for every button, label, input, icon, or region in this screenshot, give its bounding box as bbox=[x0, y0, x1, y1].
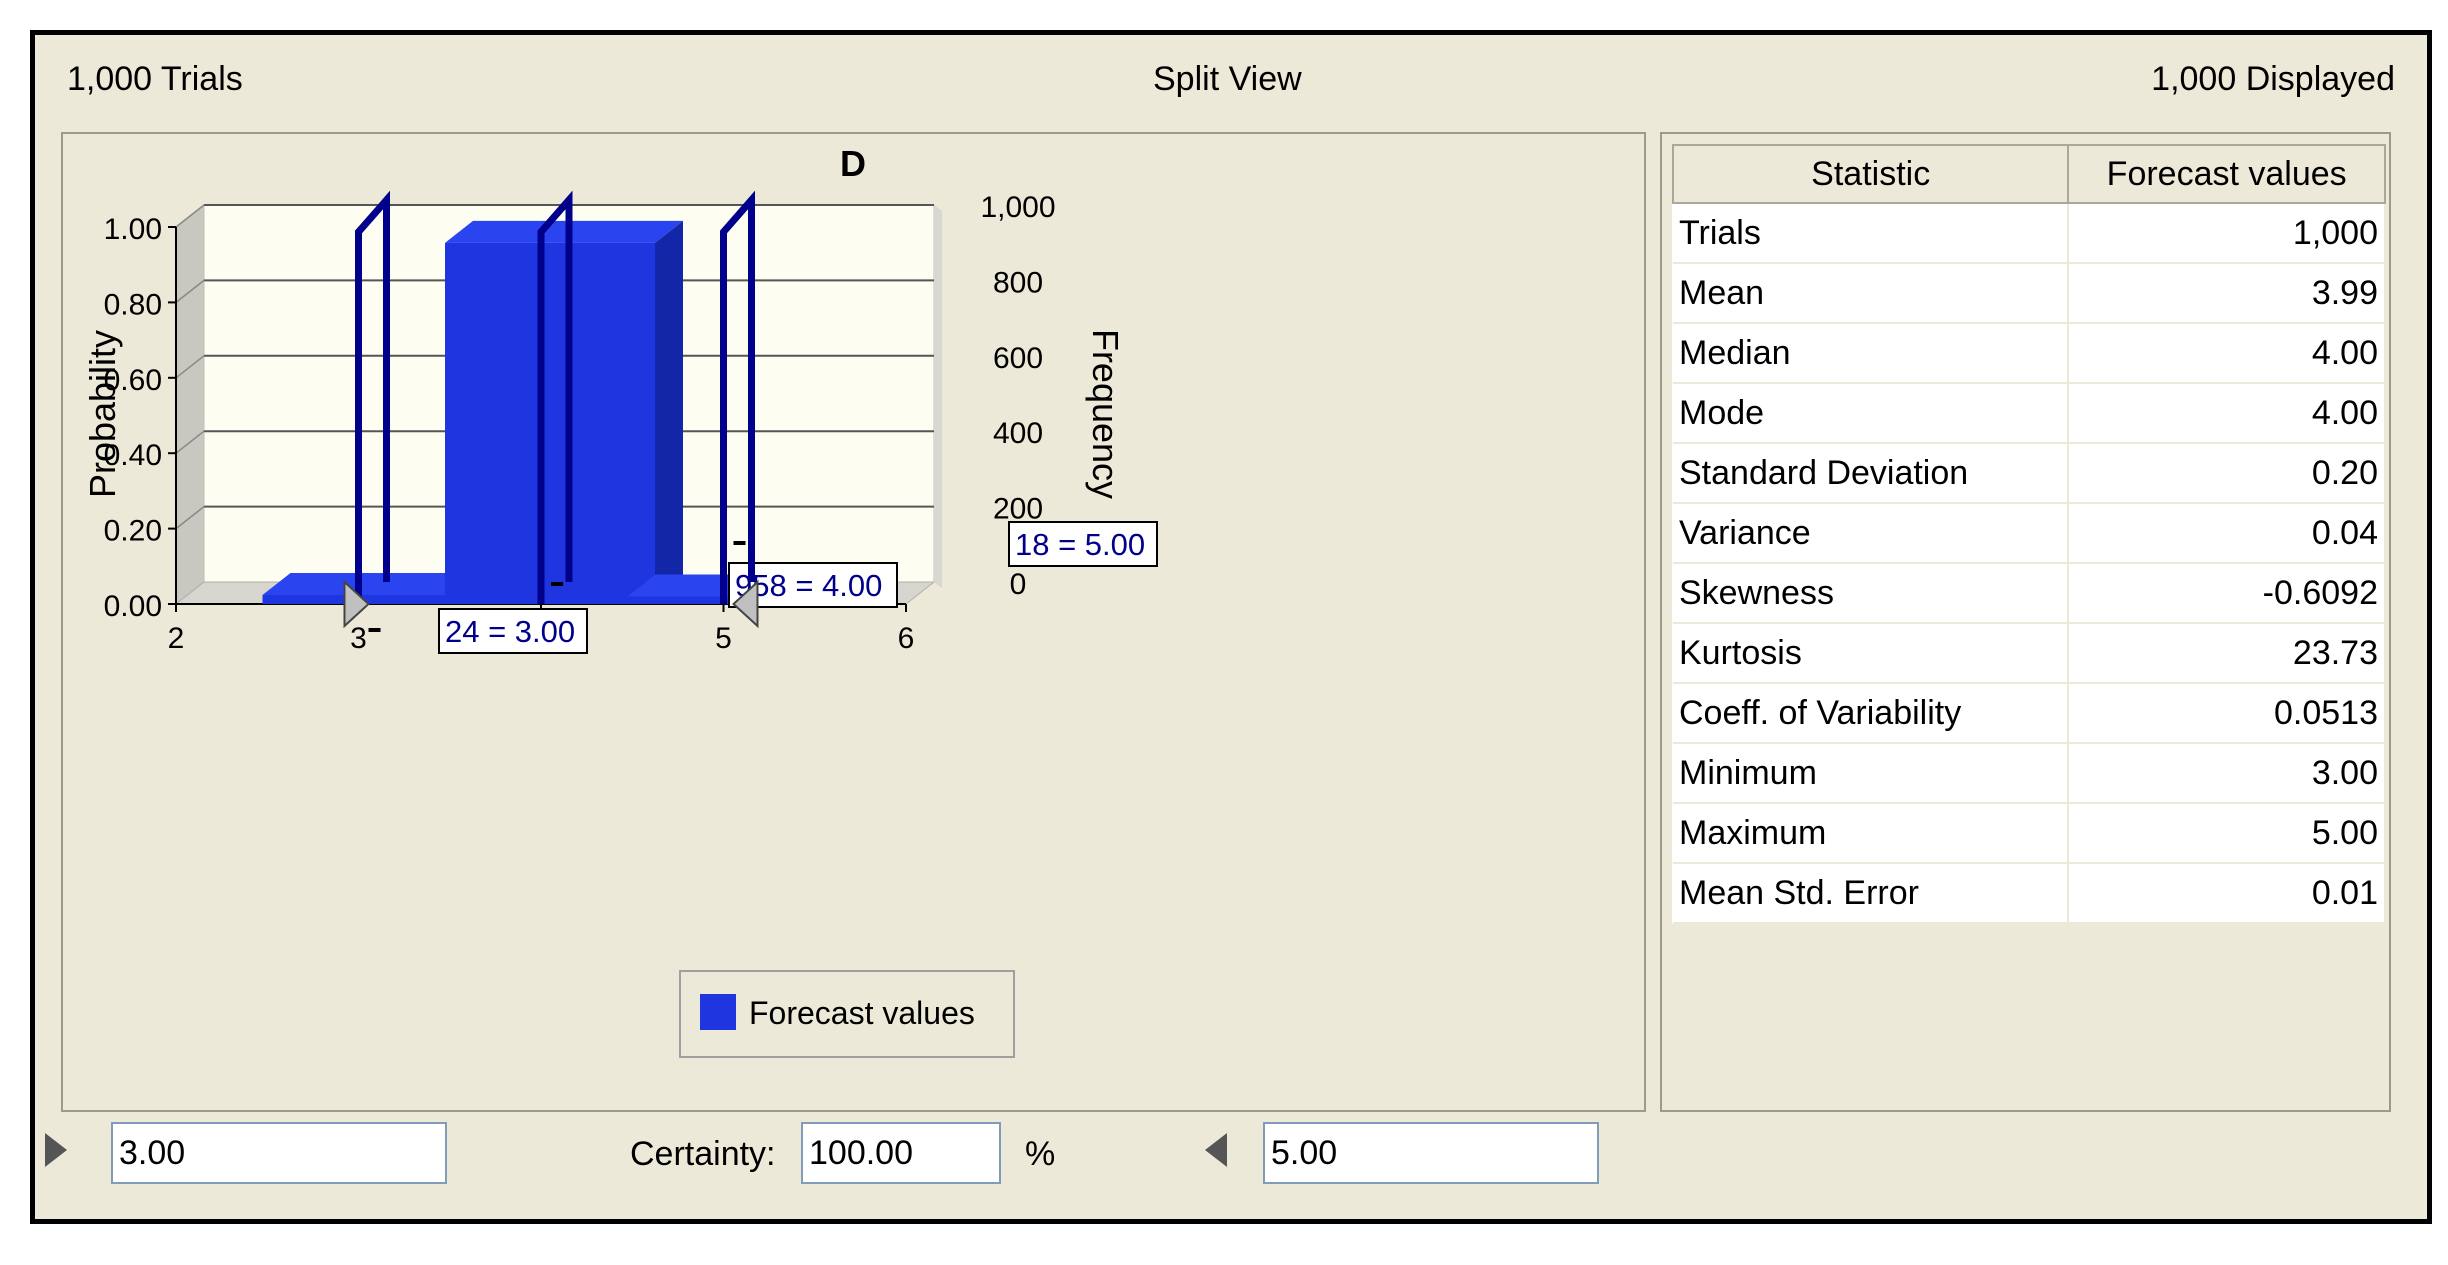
y2-axis-title: Frequency bbox=[1085, 329, 1126, 499]
table-row[interactable]: Median 4.00 bbox=[1673, 323, 2386, 384]
table-row[interactable]: Minimum 3.00 bbox=[1673, 743, 2386, 804]
y2-tick-label: 1,000 bbox=[980, 191, 1055, 224]
statistic-name: Minimum bbox=[1673, 743, 2070, 804]
statistic-value: 0.01 bbox=[2068, 863, 2386, 924]
forecast-window: 1,000 Trials Split View 1,000 Displayed … bbox=[30, 30, 2432, 1224]
left-certainty-grabber-icon[interactable] bbox=[45, 1133, 67, 1167]
y-tick-label: 1.00 bbox=[104, 213, 162, 246]
data-label: 958 = 4.00 bbox=[735, 568, 882, 603]
table-row[interactable]: Skewness -0.6092 bbox=[1673, 563, 2386, 624]
bar-top bbox=[445, 220, 683, 243]
trials-count: 1,000 Trials bbox=[67, 60, 243, 98]
bar-top bbox=[262, 572, 501, 595]
value-marker-line bbox=[720, 190, 755, 604]
data-label-box bbox=[438, 608, 588, 654]
legend-swatch bbox=[700, 994, 736, 1030]
statistic-value: 3.99 bbox=[2068, 263, 2386, 324]
statistic-value: 1,000 bbox=[2068, 203, 2386, 264]
gridline-wall bbox=[175, 204, 205, 228]
table-row[interactable]: Variance 0.04 bbox=[1673, 503, 2386, 564]
chart-side-wall bbox=[175, 203, 205, 606]
y2-tick-label: 200 bbox=[993, 493, 1043, 526]
gridline-wall bbox=[175, 430, 205, 454]
bar-front bbox=[262, 594, 473, 604]
y-tick-label: 0.80 bbox=[104, 288, 162, 321]
value-marker-line bbox=[537, 190, 573, 604]
statistic-name: Coeff. of Variability bbox=[1673, 683, 2070, 744]
upper-bound-input[interactable] bbox=[1263, 1122, 1599, 1184]
chart-right-edge bbox=[934, 205, 942, 588]
table-row[interactable]: Kurtosis 23.73 bbox=[1673, 623, 2386, 684]
data-label: 18 = 5.00 bbox=[1015, 527, 1145, 562]
right-certainty-grabber-icon[interactable] bbox=[1205, 1133, 1227, 1167]
y2-tick-label: 0 bbox=[1010, 568, 1027, 601]
table-row[interactable]: Mean Std. Error 0.01 bbox=[1673, 863, 2386, 924]
left-grabber-icon bbox=[343, 579, 370, 629]
table-row[interactable]: Mean 3.99 bbox=[1673, 263, 2386, 324]
y-tick-label: 0.20 bbox=[104, 515, 162, 548]
forecast-chart: 0.00 0.20 0.40 0.60 0.80 1.00 0 200 400 600 800 1,0… bbox=[82, 143, 1158, 1058]
y-axis-title: Probability bbox=[82, 330, 123, 498]
displayed-count: 1,000 Displayed bbox=[2151, 60, 2395, 98]
gridline-wall bbox=[175, 506, 205, 530]
statistic-name: Median bbox=[1673, 323, 2070, 384]
data-label-box bbox=[1008, 521, 1158, 567]
statistics-table: Statistic Forecast values Trials 1,000 Mea… bbox=[1671, 144, 2386, 924]
chart-panel: 0.00 0.20 0.40 0.60 0.80 1.00 0 200 400 600 800 1,0… bbox=[61, 132, 1646, 1112]
table-row[interactable]: Trials 1,000 bbox=[1673, 203, 2386, 264]
table-row[interactable]: Coeff. of Variability 0.0513 bbox=[1673, 683, 2386, 744]
x-tick-label: 3 bbox=[350, 622, 367, 655]
value-marker-line bbox=[355, 190, 390, 604]
right-grabber-icon bbox=[732, 579, 759, 629]
statistics-panel: Statistic Forecast values Trials 1,000 Mea… bbox=[1660, 132, 2391, 1112]
percent-unit: % bbox=[1025, 1135, 1056, 1173]
certainty-label: Certainty: bbox=[630, 1135, 776, 1173]
certainty-input[interactable] bbox=[801, 1122, 1001, 1184]
column-header-statistic[interactable]: Statistic bbox=[1671, 144, 2070, 204]
y2-tick-label: 600 bbox=[993, 342, 1043, 375]
table-row[interactable]: Standard Deviation 0.20 bbox=[1673, 443, 2386, 504]
statistic-name: Mean Std. Error bbox=[1673, 863, 2070, 924]
statistic-value: 0.20 bbox=[2068, 443, 2386, 504]
gridline-wall bbox=[175, 355, 205, 379]
statistic-name: Standard Deviation bbox=[1673, 443, 2070, 504]
chart-title: D bbox=[840, 143, 866, 184]
y2-tick-label: 400 bbox=[993, 417, 1043, 450]
bar-side bbox=[655, 220, 683, 605]
statistic-value: 23.73 bbox=[2068, 623, 2386, 684]
statistic-value: 5.00 bbox=[2068, 803, 2386, 864]
statistic-name: Mean bbox=[1673, 263, 2070, 324]
statistic-value: 3.00 bbox=[2068, 743, 2386, 804]
y-tick-label: 0.00 bbox=[104, 590, 162, 623]
data-label: 24 = 3.00 bbox=[445, 614, 575, 649]
statistic-name: Mode bbox=[1673, 383, 2070, 444]
lower-bound-input[interactable] bbox=[111, 1122, 447, 1184]
x-tick-label: 6 bbox=[898, 622, 915, 655]
statistic-name: Variance bbox=[1673, 503, 2070, 564]
statistic-name: Skewness bbox=[1673, 563, 2070, 624]
bar-front bbox=[445, 242, 655, 605]
x-tick-label: 5 bbox=[715, 622, 732, 655]
gridline-wall bbox=[175, 279, 205, 303]
statistic-name: Maximum bbox=[1673, 803, 2070, 864]
y-tick-label: 0.60 bbox=[104, 364, 162, 397]
y2-tick-label: 800 bbox=[993, 266, 1043, 299]
table-row[interactable]: Maximum 5.00 bbox=[1673, 803, 2386, 864]
statistic-value: 0.0513 bbox=[2068, 683, 2386, 744]
statistic-value: 0.04 bbox=[2068, 503, 2386, 564]
statistic-name: Trials bbox=[1673, 203, 2070, 264]
column-header-forecast-values[interactable]: Forecast values bbox=[2067, 144, 2386, 204]
statistic-name: Kurtosis bbox=[1673, 623, 2070, 684]
x-tick-label: 2 bbox=[168, 622, 185, 655]
table-row[interactable]: Mode 4.00 bbox=[1673, 383, 2386, 444]
y-tick-label: 0.40 bbox=[104, 439, 162, 472]
statistic-value: -0.6092 bbox=[2068, 563, 2386, 624]
statistic-value: 4.00 bbox=[2068, 323, 2386, 384]
statistic-value: 4.00 bbox=[2068, 383, 2386, 444]
view-mode-label[interactable]: Split View bbox=[1153, 60, 1302, 98]
bar[interactable] bbox=[445, 220, 683, 605]
legend-label: Forecast values bbox=[749, 995, 975, 1031]
